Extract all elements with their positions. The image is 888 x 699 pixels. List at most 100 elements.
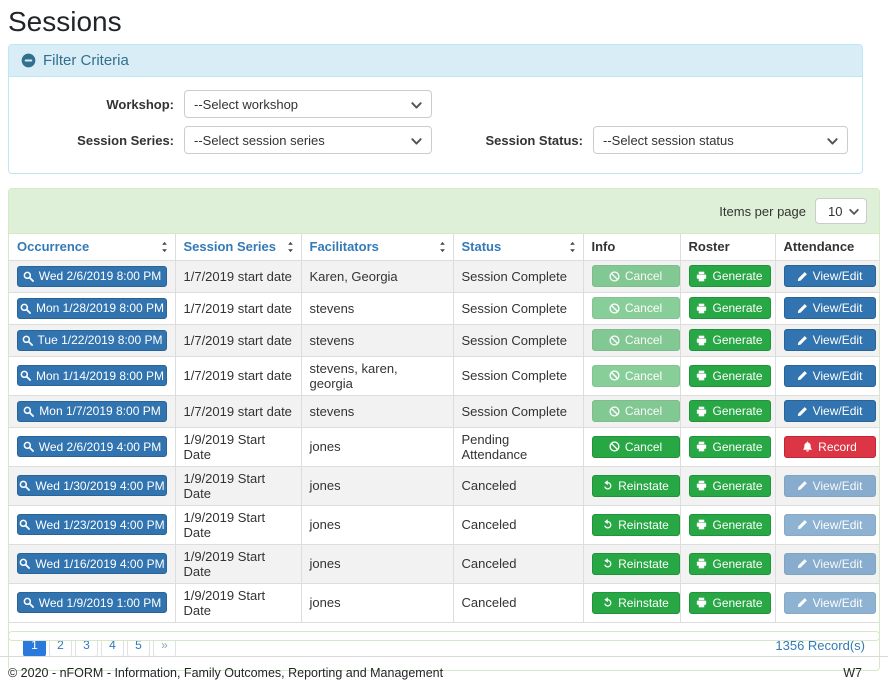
workshop-select[interactable]: --Select workshop	[184, 90, 432, 118]
view-edit-button[interactable]: View/Edit	[784, 514, 876, 536]
attendance-cell: View/Edit	[775, 466, 879, 505]
column-header-occurrence[interactable]: Occurrence	[9, 234, 175, 260]
generate-button[interactable]: Generate	[689, 592, 771, 614]
button-label: Generate	[712, 270, 762, 282]
cancel-button[interactable]: Cancel	[592, 436, 680, 458]
wed-1-16-2019-4-00-pm-button[interactable]: Wed 1/16/2019 4:00 PM	[17, 553, 167, 574]
button-label: Wed 1/9/2019 1:00 PM	[39, 597, 162, 609]
printer-icon	[696, 441, 707, 452]
mon-1-14-2019-8-00-pm-button[interactable]: Mon 1/14/2019 8:00 PM	[17, 365, 167, 386]
wed-1-9-2019-1-00-pm-button[interactable]: Wed 1/9/2019 1:00 PM	[17, 592, 167, 613]
wed-1-30-2019-4-00-pm-button[interactable]: Wed 1/30/2019 4:00 PM	[17, 475, 167, 496]
cancel-button[interactable]: Cancel	[592, 329, 680, 351]
undo-icon	[602, 597, 613, 608]
status-cell: Session Complete	[453, 356, 583, 395]
generate-button[interactable]: Generate	[689, 265, 771, 287]
occurrence-cell: Wed 1/16/2019 4:00 PM	[9, 544, 175, 583]
column-header-facilitators[interactable]: Facilitators	[301, 234, 453, 260]
occurrence-cell: Tue 1/22/2019 8:00 PM	[9, 324, 175, 356]
generate-button[interactable]: Generate	[689, 365, 771, 387]
column-header-session-series[interactable]: Session Series	[175, 234, 301, 260]
chevron-down-icon	[410, 135, 423, 148]
search-icon	[23, 271, 34, 282]
generate-button[interactable]: Generate	[689, 436, 771, 458]
search-icon	[22, 335, 33, 346]
view-edit-button[interactable]: View/Edit	[784, 365, 876, 387]
info-cell: Cancel	[583, 427, 680, 466]
session-status-label: Session Status:	[441, 133, 583, 148]
reinstate-button[interactable]: Reinstate	[592, 553, 680, 575]
view-edit-button[interactable]: View/Edit	[784, 329, 876, 351]
info-cell: Cancel	[583, 292, 680, 324]
button-label: Reinstate	[618, 480, 669, 492]
tue-1-22-2019-8-00-pm-button[interactable]: Tue 1/22/2019 8:00 PM	[17, 330, 167, 351]
mon-1-7-2019-8-00-pm-button[interactable]: Mon 1/7/2019 8:00 PM	[17, 401, 167, 422]
roster-cell: Generate	[680, 292, 775, 324]
column-header-label: Occurrence	[17, 239, 89, 254]
status-cell: Session Complete	[453, 395, 583, 427]
occurrence-cell: Mon 1/14/2019 8:00 PM	[9, 356, 175, 395]
printer-icon	[696, 597, 707, 608]
button-label: Wed 2/6/2019 8:00 PM	[39, 270, 162, 282]
printer-icon	[696, 519, 707, 530]
session-series-select-value: --Select session series	[194, 133, 325, 148]
session-series-select[interactable]: --Select session series	[184, 126, 432, 154]
view-edit-button[interactable]: View/Edit	[784, 592, 876, 614]
session-series-cell: 1/9/2019 Start Date	[175, 466, 301, 505]
view-edit-button[interactable]: View/Edit	[784, 553, 876, 575]
search-icon	[20, 303, 31, 314]
table-row: Wed 2/6/2019 8:00 PM1/7/2019 start dateK…	[9, 260, 879, 292]
session-series-cell: 1/7/2019 start date	[175, 395, 301, 427]
column-header-label: Info	[592, 239, 616, 254]
generate-button[interactable]: Generate	[689, 329, 771, 351]
sort-icon	[437, 240, 448, 254]
filter-panel-header[interactable]: Filter Criteria	[9, 45, 862, 77]
view-edit-button[interactable]: View/Edit	[784, 297, 876, 319]
facilitators-cell: stevens	[301, 292, 453, 324]
button-label: Wed 2/6/2019 4:00 PM	[39, 441, 162, 453]
attendance-cell: View/Edit	[775, 356, 879, 395]
wed-2-6-2019-4-00-pm-button[interactable]: Wed 2/6/2019 4:00 PM	[17, 436, 167, 457]
generate-button[interactable]: Generate	[689, 514, 771, 536]
roster-cell: Generate	[680, 260, 775, 292]
button-label: View/Edit	[813, 334, 863, 346]
attendance-cell: Record	[775, 427, 879, 466]
record-button[interactable]: Record	[784, 436, 876, 458]
sort-icon	[567, 240, 578, 254]
mon-1-28-2019-8-00-pm-button[interactable]: Mon 1/28/2019 8:00 PM	[17, 298, 167, 319]
table-row: Tue 1/22/2019 8:00 PM1/7/2019 start date…	[9, 324, 879, 356]
reinstate-button[interactable]: Reinstate	[592, 592, 680, 614]
cancel-button[interactable]: Cancel	[592, 400, 680, 422]
wed-2-6-2019-8-00-pm-button[interactable]: Wed 2/6/2019 8:00 PM	[17, 266, 167, 287]
cancel-button[interactable]: Cancel	[592, 365, 680, 387]
generate-button[interactable]: Generate	[689, 553, 771, 575]
cancel-button[interactable]: Cancel	[592, 265, 680, 287]
info-cell: Reinstate	[583, 583, 680, 622]
column-header-status[interactable]: Status	[453, 234, 583, 260]
generate-button[interactable]: Generate	[689, 475, 771, 497]
button-label: Reinstate	[618, 519, 669, 531]
button-label: Mon 1/7/2019 8:00 PM	[39, 405, 160, 417]
button-label: Wed 1/30/2019 4:00 PM	[35, 480, 164, 492]
button-label: Generate	[712, 302, 762, 314]
items-per-page-select[interactable]: 10	[815, 198, 867, 224]
view-edit-button[interactable]: View/Edit	[784, 265, 876, 287]
filter-panel: Filter Criteria Workshop: --Select works…	[8, 44, 863, 174]
page-title: Sessions	[0, 0, 888, 38]
generate-button[interactable]: Generate	[689, 297, 771, 319]
printer-icon	[696, 271, 707, 282]
generate-button[interactable]: Generate	[689, 400, 771, 422]
view-edit-button[interactable]: View/Edit	[784, 400, 876, 422]
facilitators-cell: stevens	[301, 324, 453, 356]
chevron-down-icon	[826, 135, 839, 148]
pencil-icon	[797, 271, 808, 282]
session-status-select[interactable]: --Select session status	[593, 126, 848, 154]
column-header-label: Facilitators	[310, 239, 379, 254]
reinstate-button[interactable]: Reinstate	[592, 475, 680, 497]
view-edit-button[interactable]: View/Edit	[784, 475, 876, 497]
items-per-page-label: Items per page	[719, 204, 806, 219]
wed-1-23-2019-4-00-pm-button[interactable]: Wed 1/23/2019 4:00 PM	[17, 514, 167, 535]
cancel-button[interactable]: Cancel	[592, 297, 680, 319]
workshop-label: Workshop:	[24, 97, 174, 112]
reinstate-button[interactable]: Reinstate	[592, 514, 680, 536]
